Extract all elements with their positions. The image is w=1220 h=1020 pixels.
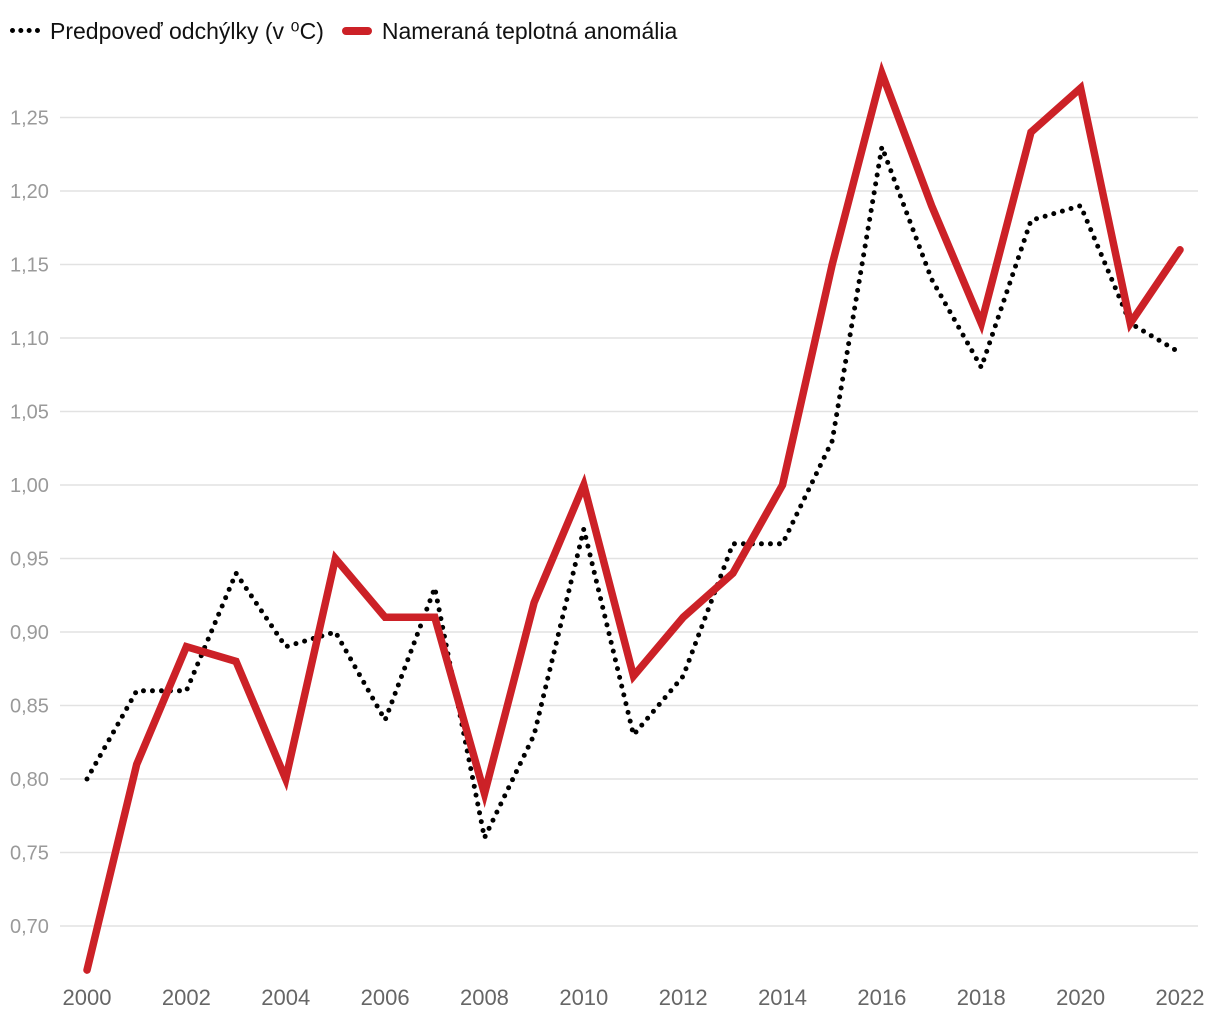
forecast-point-2004 — [283, 644, 289, 650]
x-axis-ticks: 2000 2002 2004 2006 2008 2010 2012 2014 2016 2018… — [63, 985, 1205, 1010]
forecast-point-2017 — [929, 276, 935, 282]
x-tick-label: 2006 — [361, 985, 410, 1010]
forecast-point-2018 — [978, 364, 984, 370]
x-tick-label: 2000 — [63, 985, 112, 1010]
legend: Predpoveď odchýlky (v ⁰C) Nameraná teplo… — [10, 14, 677, 48]
measured-point-2009 — [531, 600, 537, 606]
series-layer — [83, 61, 1184, 974]
measured-point-2002 — [183, 644, 189, 650]
measured-point-2007 — [432, 614, 438, 620]
measured-point-2008 — [481, 791, 487, 797]
y-tick-label: 1,15 — [10, 255, 49, 277]
forecast-point-2006 — [382, 717, 388, 723]
measured-point-2019 — [1028, 129, 1034, 135]
measured-point-2010 — [581, 482, 587, 488]
measured-point-2012 — [680, 614, 686, 620]
measured-point-2014 — [780, 482, 786, 488]
measured-point-2017 — [929, 203, 935, 209]
measured-point-2021 — [1127, 320, 1133, 326]
measured-point-2006 — [382, 614, 388, 620]
measured-point-2020 — [1078, 85, 1084, 91]
x-tick-label: 2010 — [559, 985, 608, 1010]
series-line-forecast — [84, 137, 1183, 846]
forecast-point-2015 — [829, 438, 835, 444]
legend-swatch-forecast — [10, 28, 40, 34]
x-tick-label: 2012 — [659, 985, 708, 1010]
forecast-point-2022 — [1177, 350, 1183, 356]
forecast-point-2008 — [481, 835, 487, 841]
measured-point-2018 — [978, 320, 984, 326]
x-tick-label: 2020 — [1056, 985, 1105, 1010]
measured-point-2013 — [730, 570, 736, 576]
forecast-point-2009 — [531, 732, 537, 738]
x-tick-label: 2004 — [261, 985, 310, 1010]
forecast-point-2012 — [680, 673, 686, 679]
y-tick-label: 1,10 — [10, 328, 49, 350]
x-tick-label: 2008 — [460, 985, 509, 1010]
measured-point-2001 — [134, 761, 140, 767]
forecast-point-2002 — [183, 688, 189, 694]
y-tick-label: 0,75 — [10, 843, 49, 865]
measured-point-2022 — [1177, 247, 1183, 253]
grid — [60, 116, 1198, 927]
forecast-point-2007 — [432, 585, 438, 591]
measured-point-2016 — [879, 70, 885, 76]
y-tick-label: 0,85 — [10, 696, 49, 718]
y-tick-label: 1,00 — [10, 475, 49, 497]
measured-point-2015 — [829, 262, 835, 268]
x-tick-label: 2014 — [758, 985, 807, 1010]
y-tick-label: 0,95 — [10, 549, 49, 571]
measured-point-2000 — [84, 967, 90, 973]
forecast-point-2016 — [879, 144, 885, 150]
y-axis-ticks: 0,70 0,75 0,80 0,85 0,90 0,95 1,00 1,05 1,10 1,15… — [10, 108, 49, 939]
y-tick-label: 1,25 — [10, 108, 49, 130]
forecast-point-2013 — [730, 541, 736, 547]
legend-label-forecast: Predpoveď odchýlky (v ⁰C) — [50, 17, 324, 44]
x-tick-label: 2018 — [957, 985, 1006, 1010]
forecast-point-2001 — [134, 688, 140, 694]
forecast-point-2005 — [332, 629, 338, 635]
forecast-point-2014 — [780, 541, 786, 547]
forecast-point-2011 — [631, 732, 637, 738]
y-tick-label: 1,05 — [10, 402, 49, 424]
y-tick-label: 0,90 — [10, 622, 49, 644]
legend-label-measured: Nameraná teplotná anomália — [381, 17, 678, 44]
measured-point-2005 — [332, 556, 338, 562]
y-tick-label: 0,70 — [10, 916, 49, 938]
x-tick-label: 2002 — [162, 985, 211, 1010]
measured-point-2011 — [631, 673, 637, 679]
y-tick-label: 1,20 — [10, 181, 49, 203]
forecast-point-2019 — [1028, 217, 1034, 223]
forecast-point-2020 — [1078, 203, 1084, 209]
x-tick-label: 2016 — [857, 985, 906, 1010]
forecast-point-2010 — [581, 526, 587, 532]
legend-item-forecast: Predpoveď odchýlky (v ⁰C) — [10, 18, 324, 45]
y-tick-label: 0,80 — [10, 769, 49, 791]
x-tick-label: 2022 — [1156, 985, 1205, 1010]
legend-swatch-measured — [341, 27, 372, 35]
series-line-measured — [83, 61, 1184, 974]
measured-point-2003 — [233, 658, 239, 664]
measured-point-2004 — [283, 776, 289, 782]
forecast-point-2003 — [233, 570, 239, 576]
forecast-point-2000 — [84, 776, 90, 782]
legend-item-measured: Nameraná teplotná anomália — [341, 17, 678, 45]
